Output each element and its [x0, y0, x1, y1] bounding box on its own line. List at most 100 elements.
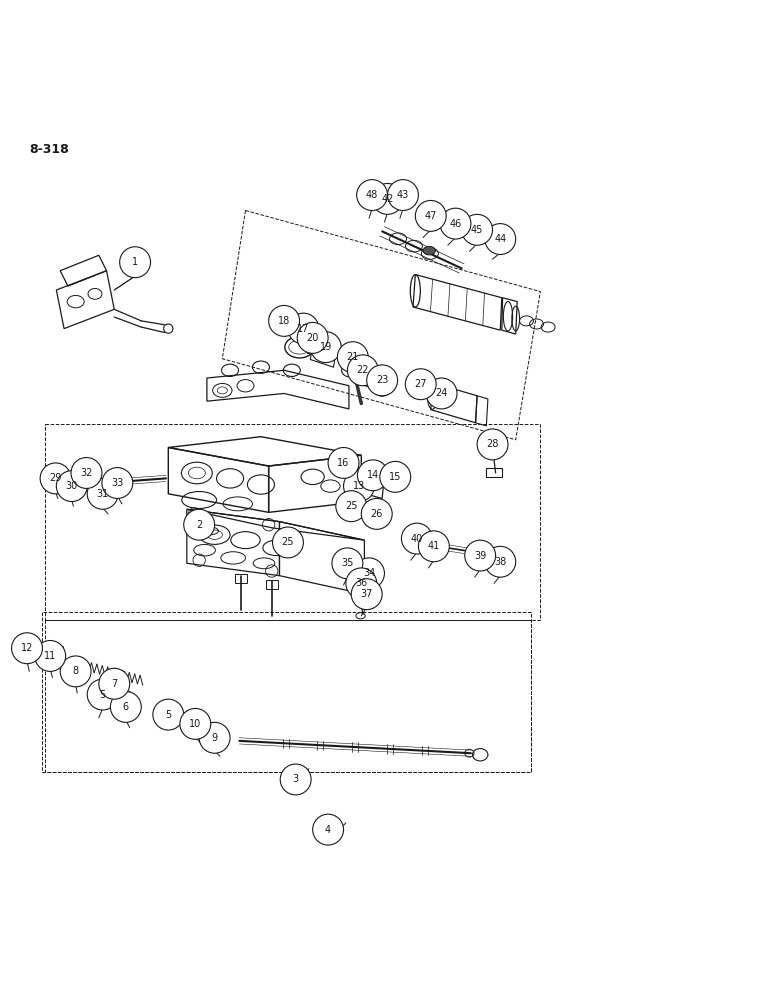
Circle shape [288, 313, 319, 344]
Text: 43: 43 [397, 190, 409, 200]
Circle shape [388, 180, 418, 211]
Text: 5: 5 [165, 710, 171, 720]
Circle shape [71, 458, 102, 488]
Text: 34: 34 [363, 568, 375, 578]
Circle shape [401, 523, 432, 554]
Text: 6: 6 [123, 702, 129, 712]
Text: 8: 8 [73, 666, 79, 676]
Text: 12: 12 [21, 643, 33, 653]
Text: 18: 18 [278, 316, 290, 326]
Text: 17: 17 [297, 324, 310, 334]
Circle shape [405, 369, 436, 400]
Bar [235, 574, 247, 583]
Circle shape [357, 460, 388, 491]
Text: 45: 45 [471, 225, 483, 235]
Circle shape [485, 546, 516, 577]
Circle shape [462, 214, 493, 245]
Text: 38: 38 [494, 557, 506, 567]
Circle shape [485, 224, 516, 255]
Circle shape [337, 342, 368, 373]
Text: 44: 44 [494, 234, 506, 244]
Text: 7: 7 [111, 679, 117, 689]
Circle shape [180, 708, 211, 739]
Circle shape [336, 454, 348, 466]
Circle shape [344, 471, 374, 502]
Circle shape [367, 365, 398, 396]
Text: 27: 27 [415, 379, 427, 389]
Circle shape [184, 509, 215, 540]
Circle shape [332, 548, 363, 579]
Text: 19: 19 [320, 342, 332, 352]
Text: 24: 24 [435, 388, 448, 398]
Text: 41: 41 [428, 541, 440, 551]
Text: 11: 11 [44, 651, 56, 661]
Text: 14: 14 [367, 470, 379, 480]
Circle shape [280, 764, 311, 795]
Circle shape [99, 668, 130, 699]
Text: 21: 21 [347, 352, 359, 362]
Text: 39: 39 [474, 551, 486, 561]
Circle shape [346, 568, 377, 599]
Circle shape [354, 558, 384, 589]
Circle shape [102, 468, 133, 498]
Text: 15: 15 [389, 472, 401, 482]
Circle shape [199, 722, 230, 753]
Text: 32: 32 [80, 468, 93, 478]
Circle shape [60, 656, 91, 687]
Circle shape [87, 679, 118, 710]
Text: 5: 5 [100, 690, 106, 700]
Text: 9: 9 [212, 733, 218, 743]
Text: 26: 26 [371, 509, 383, 519]
Circle shape [273, 527, 303, 558]
Text: 23: 23 [376, 375, 388, 385]
Text: 33: 33 [111, 478, 124, 488]
Text: 47: 47 [425, 211, 437, 221]
Text: 40: 40 [411, 534, 423, 544]
Circle shape [313, 814, 344, 845]
Circle shape [361, 498, 392, 529]
Circle shape [269, 305, 300, 336]
Circle shape [120, 247, 151, 278]
Circle shape [426, 378, 457, 409]
Bar [266, 580, 278, 589]
Text: 48: 48 [366, 190, 378, 200]
Text: 16: 16 [337, 458, 350, 468]
Circle shape [310, 332, 341, 363]
Circle shape [35, 641, 66, 671]
Circle shape [477, 429, 508, 460]
Text: 13: 13 [353, 481, 365, 491]
Text: 8-318: 8-318 [29, 143, 69, 156]
Circle shape [110, 691, 141, 722]
Circle shape [415, 200, 446, 231]
Circle shape [40, 463, 71, 494]
Circle shape [351, 579, 382, 610]
Text: 25: 25 [282, 537, 294, 547]
Bar [307, 339, 334, 353]
Text: 46: 46 [449, 219, 462, 229]
Text: 2: 2 [196, 520, 202, 530]
Text: 22: 22 [357, 365, 369, 375]
Circle shape [465, 540, 496, 571]
Text: 10: 10 [189, 719, 201, 729]
Circle shape [56, 471, 87, 502]
Circle shape [357, 180, 388, 211]
Text: 29: 29 [49, 473, 62, 483]
Bar [486, 468, 502, 477]
Circle shape [347, 355, 378, 386]
Text: 36: 36 [355, 578, 367, 588]
Text: 1: 1 [132, 257, 138, 267]
Text: 30: 30 [66, 481, 78, 491]
Circle shape [328, 448, 359, 478]
Text: 25: 25 [345, 501, 357, 511]
Circle shape [372, 183, 403, 214]
Text: 35: 35 [341, 558, 354, 568]
Text: 20: 20 [306, 333, 319, 343]
Ellipse shape [423, 246, 435, 255]
Circle shape [418, 531, 449, 562]
Text: 31: 31 [96, 489, 109, 499]
Text: 42: 42 [381, 194, 394, 204]
Text: 37: 37 [361, 589, 373, 599]
Text: 28: 28 [486, 439, 499, 449]
Circle shape [297, 322, 328, 353]
Circle shape [440, 208, 471, 239]
